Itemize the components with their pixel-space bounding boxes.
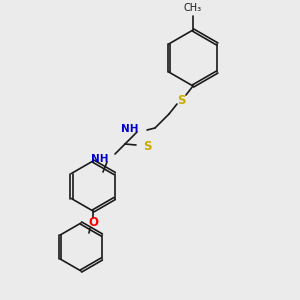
Text: S: S bbox=[177, 94, 185, 106]
Text: O: O bbox=[88, 217, 98, 230]
Text: NH: NH bbox=[121, 124, 138, 134]
Text: S: S bbox=[143, 140, 152, 152]
Text: NH: NH bbox=[92, 154, 109, 164]
Text: CH₃: CH₃ bbox=[184, 3, 202, 13]
